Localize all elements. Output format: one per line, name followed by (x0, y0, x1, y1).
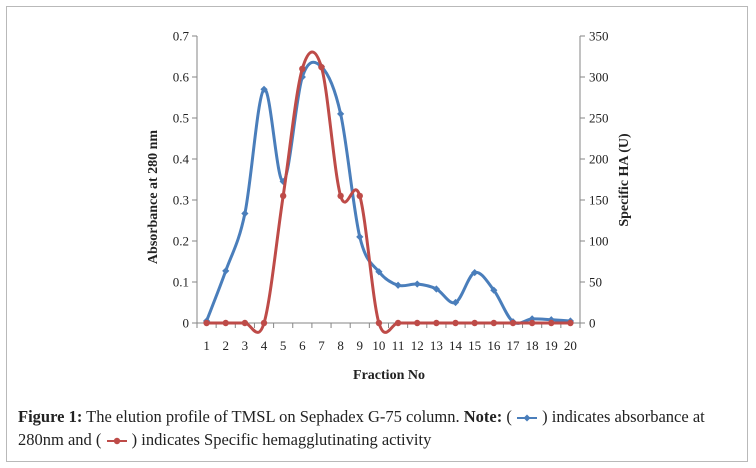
y-tick-label: 0.3 (173, 193, 189, 208)
y2-tick-label: 150 (589, 193, 609, 208)
y-tick-label: 0.2 (173, 234, 189, 249)
absorbance-point (222, 267, 230, 275)
activity-point (567, 319, 574, 327)
absorbance-point (375, 268, 383, 276)
series-layer (202, 50, 575, 334)
y-tick-label: 0.7 (173, 29, 190, 44)
y-axis-label: Absorbance at 280 nm (146, 130, 161, 265)
x-tick-label: 2 (222, 338, 229, 353)
x-tick-label: 11 (392, 338, 405, 353)
absorbance-point (451, 298, 460, 307)
y-tick-label: 0.5 (173, 111, 189, 126)
absorbance-point (432, 285, 440, 293)
figure-caption: Figure 1: The elution profile of TMSL on… (18, 405, 746, 451)
x-tick-label: 20 (564, 338, 577, 353)
y2-tick-label: 300 (589, 70, 609, 85)
x-tick-label: 13 (430, 338, 443, 353)
x-tick-label: 14 (449, 338, 463, 353)
axes: 0 0.1 0.2 0.3 0.4 0.5 0.6 0.7 0 50 100 150 200 250 300… (173, 29, 609, 354)
figure-frame (6, 6, 748, 462)
activity-point (260, 319, 268, 327)
x-tick-label: 12 (411, 338, 424, 353)
activity-point (279, 192, 287, 200)
activity-point (471, 319, 478, 327)
activity-point (203, 319, 210, 327)
caption-part3: ) indicates Specific hemagglutinating ac… (127, 430, 432, 449)
y-tick-label: 0.6 (173, 70, 190, 85)
x-tick-label: 18 (526, 338, 539, 353)
x-tick-label: 9 (357, 338, 364, 353)
y-tick-label: 0.4 (173, 152, 190, 167)
y2-tick-label: 50 (589, 275, 602, 290)
absorbance-point (260, 85, 268, 93)
absorbance-point (337, 110, 345, 118)
x-tick-label: 15 (468, 338, 481, 353)
x-tick-label: 10 (372, 338, 385, 353)
x-axis-label: Fraction No (353, 368, 425, 383)
activity-point (394, 319, 402, 327)
absorbance-point (394, 281, 402, 289)
absorbance-point (279, 177, 287, 186)
absorbance-legend-swatch (516, 414, 537, 422)
absorbance-point (356, 233, 364, 241)
x-tick-label: 5 (280, 338, 287, 353)
x-tick-label: 4 (261, 338, 268, 353)
caption-part1: ( (502, 407, 516, 426)
absorbance-point (413, 280, 421, 288)
x-tick-label: 3 (242, 338, 249, 353)
activity-point (375, 319, 383, 327)
absorbance-point (298, 73, 306, 81)
x-tick-label: 6 (299, 338, 306, 353)
activity-point (433, 319, 440, 327)
y2-tick-label: 200 (589, 152, 609, 167)
x-tick-label: 1 (203, 338, 210, 353)
y2-tick-label: 350 (589, 29, 609, 44)
x-tick-label: 16 (487, 338, 501, 353)
absorbance-point (241, 209, 249, 218)
elution-profile-chart: 0 0.1 0.2 0.3 0.4 0.5 0.6 0.7 0 50 100 150 200 250 300… (146, 29, 632, 384)
activity-point (222, 319, 229, 327)
activity-point (299, 65, 306, 73)
activity-series-line (205, 50, 572, 334)
x-tick-label: 17 (506, 338, 520, 353)
absorbance-point (490, 286, 498, 294)
caption-note-label: Note: (463, 407, 503, 426)
activity-point (318, 63, 325, 71)
activity-point (414, 319, 421, 327)
activity-point (356, 192, 363, 200)
activity-point (490, 319, 498, 327)
activity-point (452, 319, 459, 327)
absorbance-series-line (205, 60, 572, 325)
activity-legend-swatch (106, 438, 127, 445)
absorbance-point (471, 268, 479, 277)
x-tick-label: 19 (545, 338, 558, 353)
y-tick-label: 0 (183, 316, 190, 331)
x-tick-label: 7 (318, 338, 325, 353)
y2-tick-label: 250 (589, 111, 609, 126)
activity-point (548, 319, 555, 327)
absorbance-point (547, 316, 555, 324)
absorbance-point (528, 315, 536, 323)
activity-point (528, 319, 536, 327)
y-tick-label: 0.1 (173, 275, 189, 290)
activity-point (241, 319, 249, 327)
caption-part2: ) indicates absorbance at 280nm and ( (18, 407, 705, 449)
x-tick-label: 8 (337, 338, 344, 353)
caption-text: The elution profile of TMSL on Sephadex … (82, 407, 464, 426)
caption-label: Figure 1: (18, 407, 83, 426)
y2-tick-label: 100 (589, 234, 609, 249)
y2-tick-label: 0 (589, 316, 596, 331)
y2-axis-label: Specific HA (U) (617, 133, 632, 227)
activity-point (337, 192, 344, 200)
activity-point (509, 319, 517, 327)
